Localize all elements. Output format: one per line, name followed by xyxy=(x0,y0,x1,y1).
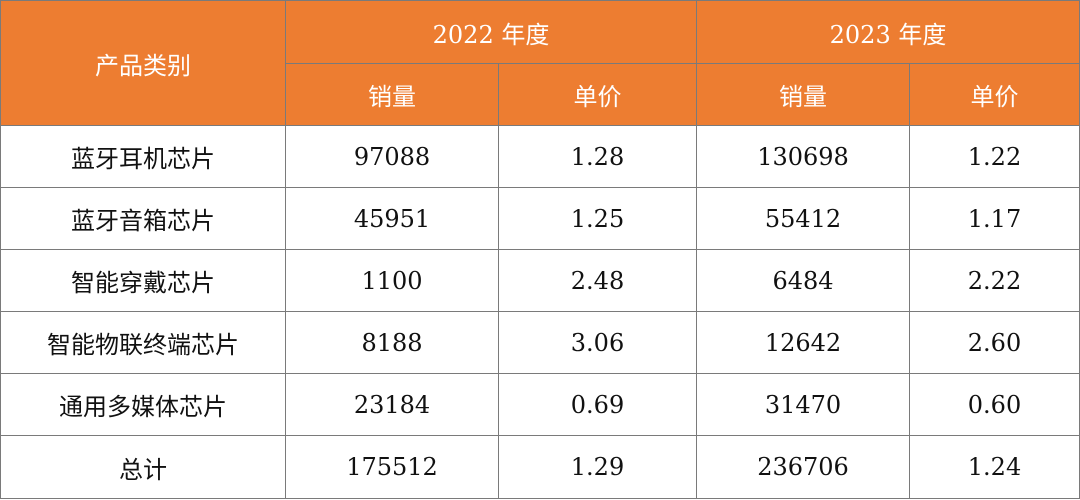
cell-price-2023: 2.22 xyxy=(909,249,1080,312)
cell-price-2022: 1.25 xyxy=(498,187,697,250)
total-price-2022: 1.29 xyxy=(498,435,697,499)
cell-price-2022: 3.06 xyxy=(498,311,697,374)
cell-sales-2022: 45951 xyxy=(285,187,499,250)
header-price-2023: 单价 xyxy=(909,63,1080,126)
cell-category: 智能穿戴芯片 xyxy=(0,249,286,312)
cell-sales-2023: 6484 xyxy=(696,249,910,312)
cell-sales-2022: 8188 xyxy=(285,311,499,374)
header-price-2022: 单价 xyxy=(498,63,697,126)
cell-category: 通用多媒体芯片 xyxy=(0,373,286,436)
header-category: 产品类别 xyxy=(0,0,286,126)
header-row-years: 产品类别 2022 年度 2023 年度 xyxy=(0,0,1080,126)
cell-price-2022: 1.28 xyxy=(498,125,697,188)
cell-sales-2022: 97088 xyxy=(285,125,499,188)
total-row: 总计 175512 1.29 236706 1.24 xyxy=(0,435,1080,499)
total-sales-2022: 175512 xyxy=(285,435,499,499)
cell-price-2023: 0.60 xyxy=(909,373,1080,436)
cell-category: 蓝牙耳机芯片 xyxy=(0,125,286,188)
total-label: 总计 xyxy=(0,435,286,499)
cell-category: 蓝牙音箱芯片 xyxy=(0,187,286,250)
cell-price-2022: 2.48 xyxy=(498,249,697,312)
table-row: 智能穿戴芯片 1100 2.48 6484 2.22 xyxy=(0,249,1080,312)
table-row: 蓝牙音箱芯片 45951 1.25 55412 1.17 xyxy=(0,187,1080,250)
table-row: 蓝牙耳机芯片 97088 1.28 130698 1.22 xyxy=(0,125,1080,188)
cell-price-2023: 2.60 xyxy=(909,311,1080,374)
header-sales-2023: 销量 xyxy=(696,63,910,126)
cell-sales-2022: 1100 xyxy=(285,249,499,312)
cell-sales-2023: 55412 xyxy=(696,187,910,250)
cell-sales-2023: 31470 xyxy=(696,373,910,436)
cell-price-2023: 1.22 xyxy=(909,125,1080,188)
header-row-metrics: 销量 单价 销量 单价 xyxy=(1,63,1080,126)
cell-sales-2022: 23184 xyxy=(285,373,499,436)
cell-sales-2023: 12642 xyxy=(696,311,910,374)
cell-category: 智能物联终端芯片 xyxy=(0,311,286,374)
cell-price-2022: 0.69 xyxy=(498,373,697,436)
total-price-2023: 1.24 xyxy=(909,435,1080,499)
cell-price-2023: 1.17 xyxy=(909,187,1080,250)
table-row: 通用多媒体芯片 23184 0.69 31470 0.60 xyxy=(0,373,1080,436)
cell-sales-2023: 130698 xyxy=(696,125,910,188)
total-sales-2023: 236706 xyxy=(696,435,910,499)
header-year-2023: 2023 年度 xyxy=(696,0,1080,64)
table-row: 智能物联终端芯片 8188 3.06 12642 2.60 xyxy=(0,311,1080,374)
header-sales-2022: 销量 xyxy=(285,63,499,126)
header-year-2022: 2022 年度 xyxy=(285,0,697,64)
